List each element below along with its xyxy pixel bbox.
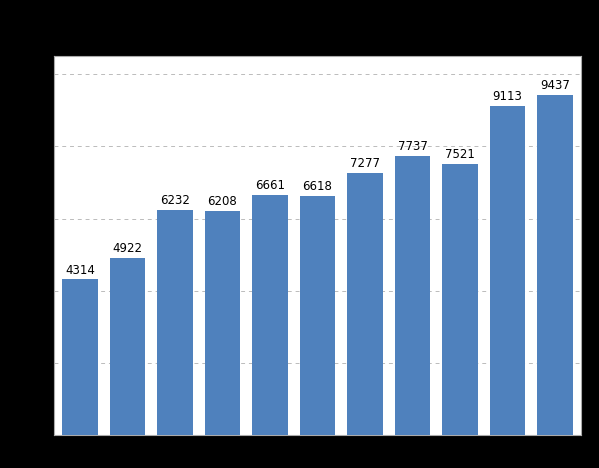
Bar bbox=[300, 196, 335, 435]
Text: 9113: 9113 bbox=[492, 90, 522, 103]
Bar bbox=[347, 173, 383, 435]
Text: 4314: 4314 bbox=[65, 263, 95, 277]
Text: 6232: 6232 bbox=[160, 194, 190, 207]
Text: 9437: 9437 bbox=[540, 79, 570, 92]
Text: 4922: 4922 bbox=[113, 241, 143, 255]
Text: 7737: 7737 bbox=[398, 140, 427, 153]
Bar bbox=[205, 211, 240, 435]
Text: 6661: 6661 bbox=[255, 179, 285, 192]
Bar bbox=[252, 195, 288, 435]
Bar bbox=[489, 106, 525, 435]
Text: 7521: 7521 bbox=[445, 148, 475, 161]
Text: 6208: 6208 bbox=[208, 195, 237, 208]
Bar bbox=[537, 95, 573, 435]
Bar bbox=[62, 279, 98, 435]
Bar bbox=[395, 156, 430, 435]
Text: 6618: 6618 bbox=[302, 181, 332, 193]
Bar bbox=[110, 257, 146, 435]
Text: 7277: 7277 bbox=[350, 157, 380, 169]
Bar bbox=[157, 210, 193, 435]
Bar bbox=[442, 164, 478, 435]
